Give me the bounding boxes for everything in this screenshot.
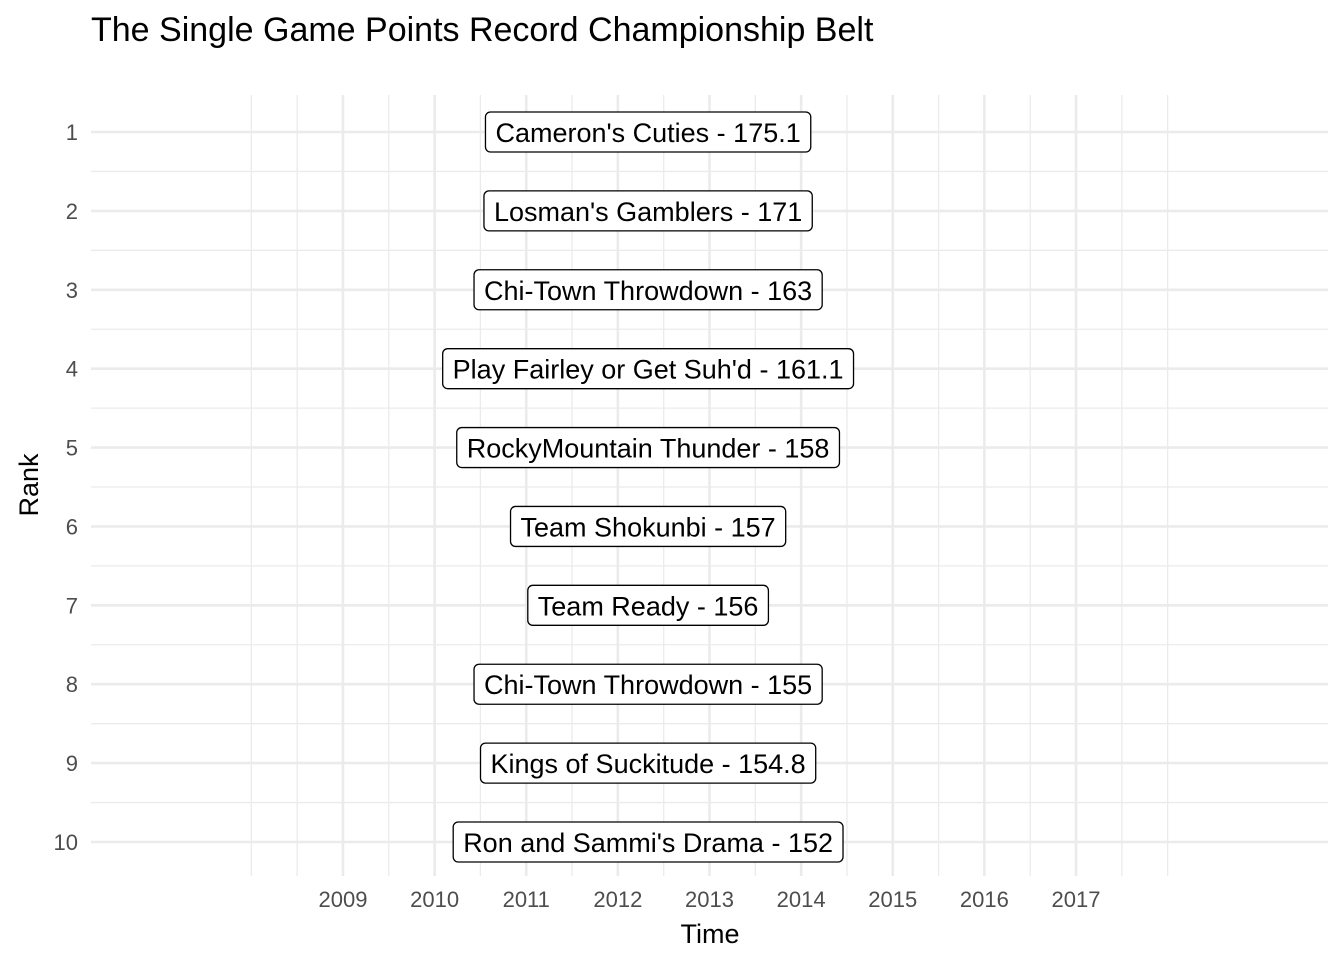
y-tick-label: 10 bbox=[54, 830, 78, 855]
y-tick-label: 1 bbox=[66, 120, 78, 145]
record-label-text: RockyMountain Thunder - 158 bbox=[467, 434, 830, 464]
record-label: Ron and Sammi's Drama - 152 bbox=[452, 821, 844, 863]
record-label-text: Chi-Town Throwdown - 163 bbox=[484, 276, 812, 306]
record-label-box bbox=[473, 269, 823, 311]
record-label-box bbox=[442, 348, 855, 390]
y-tick-label: 7 bbox=[66, 593, 78, 618]
record-label: Team Shokunbi - 157 bbox=[509, 505, 787, 548]
y-tick-label: 6 bbox=[66, 514, 78, 539]
x-tick-label: 2012 bbox=[593, 887, 642, 912]
y-tick-labels: 1 2 3 4 5 6 7 8 9 10 bbox=[54, 120, 78, 855]
record-label-box bbox=[473, 663, 823, 705]
x-tick-label: 2009 bbox=[319, 887, 368, 912]
y-tick-label: 8 bbox=[66, 672, 78, 697]
chart-title: The Single Game Points Record Championsh… bbox=[91, 11, 874, 49]
record-label: Cameron's Cuties - 175.1 bbox=[484, 111, 812, 153]
x-tick-label: 2013 bbox=[685, 887, 734, 912]
record-label-box bbox=[456, 426, 841, 469]
record-label: RockyMountain Thunder - 158 bbox=[456, 426, 841, 469]
record-label-text: Team Ready - 156 bbox=[538, 591, 759, 621]
record-label-box bbox=[483, 190, 813, 232]
y-axis-title: Rank bbox=[14, 453, 44, 517]
record-label: Losman's Gamblers - 171 bbox=[483, 190, 813, 232]
x-tick-label: 2017 bbox=[1052, 887, 1101, 912]
x-tick-label: 2015 bbox=[868, 887, 917, 912]
x-tick-label: 2011 bbox=[503, 887, 550, 912]
record-label-text: Chi-Town Throwdown - 155 bbox=[484, 670, 812, 700]
record-label-text: Cameron's Cuties - 175.1 bbox=[495, 118, 800, 148]
y-tick-label: 4 bbox=[66, 357, 78, 382]
y-tick-label: 3 bbox=[66, 278, 78, 303]
x-tick-labels: 2009 2010 2011 2012 2013 2014 2015 2016 2017 bbox=[319, 887, 1101, 912]
x-tick-label: 2014 bbox=[777, 887, 826, 912]
x-tick-label: 2010 bbox=[410, 887, 459, 912]
record-label-box bbox=[484, 111, 812, 153]
record-label: Chi-Town Throwdown - 155 bbox=[473, 663, 823, 705]
x-axis-title: Time bbox=[681, 919, 740, 949]
record-labels: Cameron's Cuties - 175.1 Losman's Gambler… bbox=[442, 111, 855, 863]
record-label-text: Losman's Gamblers - 171 bbox=[494, 197, 802, 227]
record-label: Team Ready - 156 bbox=[527, 584, 770, 626]
record-label-text: Ron and Sammi's Drama - 152 bbox=[463, 828, 833, 858]
record-label-text: Play Fairley or Get Suh'd - 161.1 bbox=[453, 355, 844, 385]
y-tick-label: 2 bbox=[66, 199, 78, 224]
record-label-box bbox=[509, 505, 787, 548]
y-tick-label: 5 bbox=[66, 436, 78, 461]
record-label-text: Kings of Suckitude - 154.8 bbox=[491, 749, 806, 779]
record-label-text: Team Shokunbi - 157 bbox=[521, 512, 776, 542]
record-label-box bbox=[452, 821, 844, 863]
record-label-box bbox=[527, 584, 770, 626]
record-label: Kings of Suckitude - 154.8 bbox=[479, 742, 817, 784]
y-tick-label: 9 bbox=[66, 751, 78, 776]
x-tick-label: 2016 bbox=[960, 887, 1009, 912]
record-label-box bbox=[479, 742, 817, 784]
record-label: Chi-Town Throwdown - 163 bbox=[473, 269, 823, 311]
record-label: Play Fairley or Get Suh'd - 161.1 bbox=[442, 348, 855, 390]
